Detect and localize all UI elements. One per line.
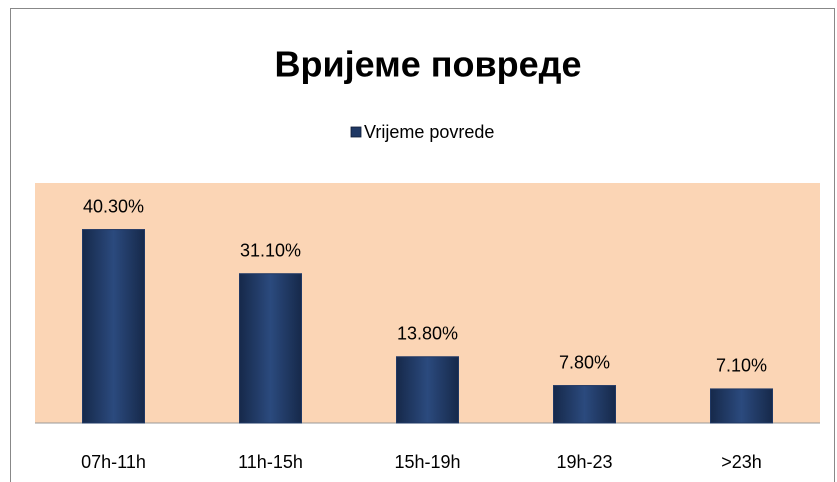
legend-swatch — [350, 126, 362, 138]
x-tick-label: 07h-11h — [81, 452, 146, 472]
data-label: 13.80% — [397, 324, 458, 344]
legend-label: Vrijeme povrede — [364, 122, 494, 142]
data-label: 40.30% — [83, 196, 144, 216]
data-label: 31.10% — [240, 240, 301, 260]
x-tick-label: 11h-15h — [238, 452, 303, 472]
x-tick-label: 19h-23 — [556, 452, 612, 472]
bar — [82, 229, 145, 424]
x-tick-label: >23h — [721, 452, 762, 472]
data-label: 7.80% — [559, 352, 610, 372]
bar — [553, 385, 616, 424]
chart-title: Вријеме повреде — [274, 44, 581, 85]
bar — [239, 273, 302, 424]
x-tick-label: 15h-19h — [394, 452, 460, 472]
bar — [396, 356, 459, 424]
data-label: 7.10% — [716, 356, 767, 376]
bar — [710, 388, 773, 424]
